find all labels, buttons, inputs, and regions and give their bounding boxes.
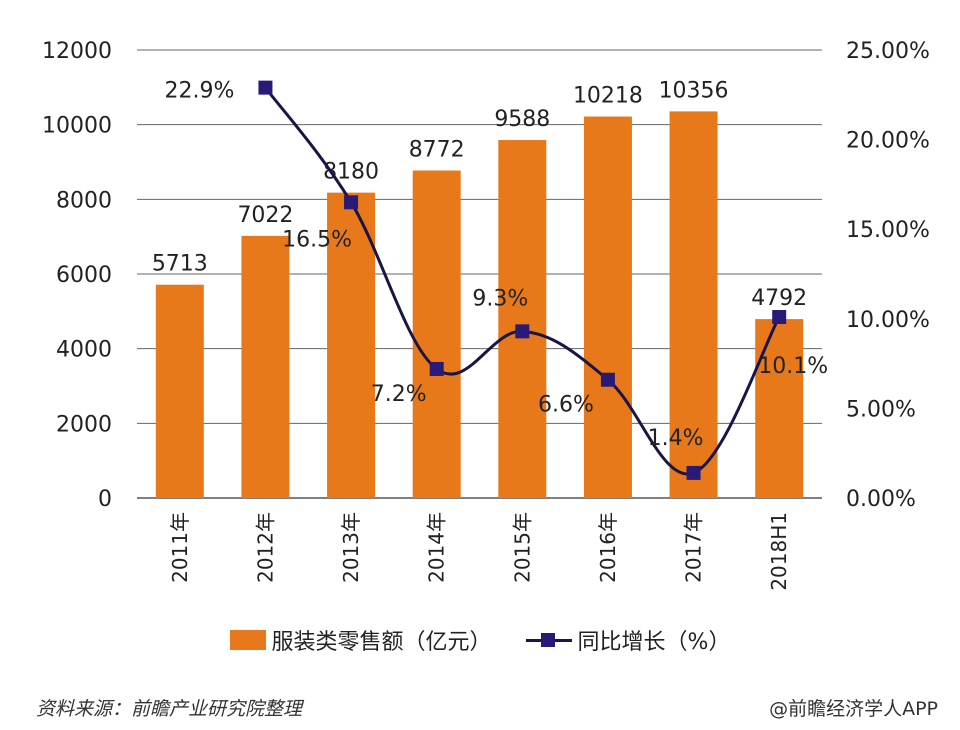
- credit-note: @前瞻经济学人APP: [769, 698, 938, 720]
- x-category-label: 2014年: [425, 512, 449, 583]
- bar-value-label: 10356: [659, 78, 729, 103]
- left-tick-label: 10000: [42, 114, 112, 139]
- legend-label-retail: 服装类零售额（亿元）: [271, 630, 492, 655]
- x-category-label: 2017年: [682, 512, 706, 583]
- x-category-label: 2012年: [253, 512, 277, 583]
- growth-marker: [429, 361, 444, 376]
- left-tick-label: 12000: [42, 39, 112, 64]
- bar: [412, 170, 461, 498]
- source-note: 资料来源：前瞻产业研究院整理: [36, 698, 303, 720]
- growth-marker: [344, 195, 359, 210]
- right-tick-label: 0.00%: [846, 487, 916, 512]
- bar-swatch-icon: [229, 630, 266, 650]
- growth-marker: [772, 310, 787, 325]
- growth-marker: [258, 80, 273, 95]
- bar-value-label: 7022: [237, 203, 293, 228]
- legend-label-growth: 同比增长（%）: [577, 630, 731, 655]
- x-axis-labels: 2011年 2012年 2013年 2014年 2015年 2016年 2017年 2018H…: [168, 512, 791, 591]
- bar: [669, 111, 718, 498]
- x-category-label: 2011年: [168, 512, 192, 583]
- right-tick-label: 15.00%: [846, 218, 930, 243]
- left-tick-label: 2000: [56, 412, 112, 437]
- right-tick-label: 20.00%: [846, 129, 930, 154]
- bar-series: [155, 111, 804, 498]
- x-category-label: 2016年: [596, 512, 620, 583]
- legend-item-growth: 同比增长（%）: [525, 624, 731, 656]
- growth-value-label: 22.9%: [164, 79, 234, 104]
- growth-value-label: 16.5%: [282, 227, 352, 252]
- right-tick-label: 5.00%: [846, 397, 916, 422]
- x-category-label: 2013年: [339, 512, 363, 583]
- bar: [155, 284, 204, 498]
- bar-value-label: 5713: [152, 252, 208, 277]
- left-tick-label: 6000: [56, 263, 112, 288]
- growth-marker: [600, 372, 615, 387]
- bar: [755, 319, 804, 498]
- left-y-axis: 0 2000 4000 6000 8000 10000 12000: [42, 39, 112, 512]
- growth-value-label: 10.1%: [758, 354, 828, 379]
- left-tick-label: 8000: [56, 188, 112, 213]
- growth-value-label: 1.4%: [648, 426, 704, 451]
- growth-value-label: 9.3%: [472, 286, 528, 311]
- bar-value-label: 9588: [494, 107, 550, 132]
- bar-value-label: 10218: [573, 84, 643, 109]
- right-y-axis: 0.00% 5.00% 10.00% 15.00% 20.00% 25.00%: [846, 39, 930, 512]
- bar: [241, 235, 290, 498]
- bar: [327, 192, 376, 498]
- growth-value-label: 6.6%: [538, 393, 594, 418]
- growth-marker: [686, 465, 701, 480]
- combo-chart: 0 2000 4000 6000 8000 10000 12000 0.00% 5.00% 10…: [42, 39, 930, 591]
- gridlines: [137, 49, 822, 499]
- bar: [583, 116, 632, 498]
- x-category-label: 2015年: [510, 512, 534, 583]
- x-category-label: 2018H1: [767, 512, 791, 591]
- left-tick-label: 0: [98, 487, 112, 512]
- right-tick-label: 10.00%: [846, 308, 930, 333]
- legend: 服装类零售额（亿元） 同比增长（%）: [0, 624, 960, 656]
- growth-marker: [515, 324, 530, 339]
- growth-markers: [258, 80, 787, 480]
- bar-value-label: 8772: [409, 138, 465, 163]
- growth-value-label: 7.2%: [371, 382, 427, 407]
- legend-item-retail: 服装类零售额（亿元）: [229, 624, 492, 656]
- line-marker-swatch-icon: [525, 630, 572, 650]
- left-tick-label: 4000: [56, 338, 112, 363]
- bar: [498, 140, 547, 498]
- right-tick-label: 25.00%: [846, 39, 930, 64]
- bar-value-label: 4792: [751, 286, 807, 311]
- growth-value-labels: 22.9% 16.5% 7.2% 9.3% 6.6% 1.4% 10.1%: [164, 79, 828, 451]
